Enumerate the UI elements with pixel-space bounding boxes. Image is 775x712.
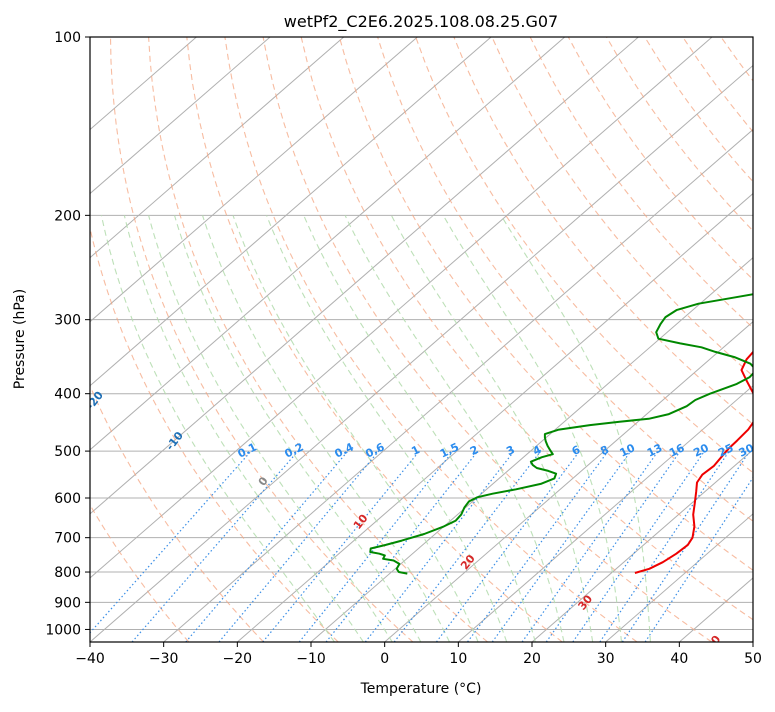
dry-adiabat-line [530,37,775,642]
mixing-ratio-label: 1 [409,443,422,458]
x-tick-label: 0 [380,651,389,667]
isotherm-line [385,37,775,642]
mixing-ratio-label: 20 [691,441,711,460]
dry-adiabat-line [416,37,775,642]
dry-adiabat-line [263,37,712,642]
isotherm-line [0,37,491,642]
y-tick-label: 700 [54,531,81,547]
mixing-ratio-line [546,451,680,642]
temperature-profile-line [635,37,775,573]
dry-adiabat-line [32,37,264,642]
y-tick-label: 600 [54,491,81,507]
mixing-ratio-label: 36 [757,441,775,460]
mixing-ratio-line [468,451,609,642]
moist-adiabat-line [345,215,564,642]
mixing-ratio-label: 10 [618,441,638,460]
mixing-ratio-label: 8 [598,443,611,458]
x-tick-label: −40 [75,651,105,667]
y-tick-label: 900 [54,595,81,611]
moist-adiabat-line [304,215,536,642]
mixing-ratio-line [492,451,631,642]
y-tick-label: 800 [54,565,81,581]
y-tick-label: 1000 [45,622,81,638]
mixing-ratio-label: 16 [667,441,687,460]
y-tick-label: 100 [54,30,81,46]
isotherm-line [0,37,638,642]
dry-adiabat-line [225,37,637,642]
isotherm-line [532,37,775,642]
x-tick-label: 20 [523,651,541,667]
isotherm-line [753,37,775,642]
mixing-ratio-label: 4 [531,443,544,458]
y-tick-label: 400 [54,387,81,403]
dry-adiabat-line [111,37,413,642]
moist-adiabat-line [203,215,450,642]
y-tick-label: 500 [54,444,81,460]
moist-adiabat-line [233,215,478,642]
dewpoint-profile-line [370,37,775,574]
dry-adiabat-line [683,37,775,642]
x-tick-label: −10 [296,651,326,667]
moist-adiabat-line [124,215,363,642]
dry-adiabat-label: -20 [83,388,106,412]
isotherm-line [0,37,417,642]
mixing-ratio-label: 0.4 [333,440,357,460]
plot-frame [90,37,753,642]
mixing-ratio-label: 0.6 [363,440,387,460]
mixing-ratio-line [263,451,420,642]
isotherm-line [16,37,712,642]
dry-adiabat-line [759,37,775,642]
mixing-ratio-label: 3 [504,443,517,458]
x-tick-label: 50 [744,651,762,667]
x-tick-label: −30 [149,651,179,667]
moist-adiabat-line [267,215,507,642]
mixing-ratio-line [219,451,379,642]
mixing-ratio-label: 13 [645,441,664,459]
dry-adiabat-line [721,37,775,642]
y-axis-label: Pressure (hPa) [12,289,28,389]
isotherm-line [0,37,344,642]
isotherm-line [0,37,270,642]
axis-layer: −40 −30 −20 −10 0 10 20 30 40 50 1000 900 800 700 600 5… [45,30,762,667]
y-tick-label: 300 [54,313,81,329]
mixing-ratio-label: 6 [570,443,583,458]
dry-adiabat-line [149,37,488,642]
moist-adiabat-line [101,215,334,642]
x-axis-label: Temperature (°C) [360,681,482,697]
series-layer [370,37,775,574]
mixing-ratio-label: 0.1 [236,440,259,460]
isotherm-line [0,37,565,642]
x-tick-label: 40 [670,651,688,667]
dry-adiabat-line [0,37,189,642]
x-tick-label: 30 [597,651,615,667]
dry-adiabat-label: -10 [163,429,186,453]
dry-adiabat-label: 40 [704,633,724,653]
x-tick-label: 10 [449,651,467,667]
mixing-ratio-line [82,451,251,642]
dry-adiabat-line [568,37,775,642]
y-tick-label: 200 [54,208,81,224]
mixing-ratio-line [645,451,770,642]
mixing-ratio-line [600,451,729,642]
mixing-ratio-line [436,451,579,642]
chart-title: wetPf2_C2E6.2025.108.08.25.G07 [284,12,558,32]
x-tick-label: −20 [223,651,253,667]
isotherm-line [237,37,775,642]
